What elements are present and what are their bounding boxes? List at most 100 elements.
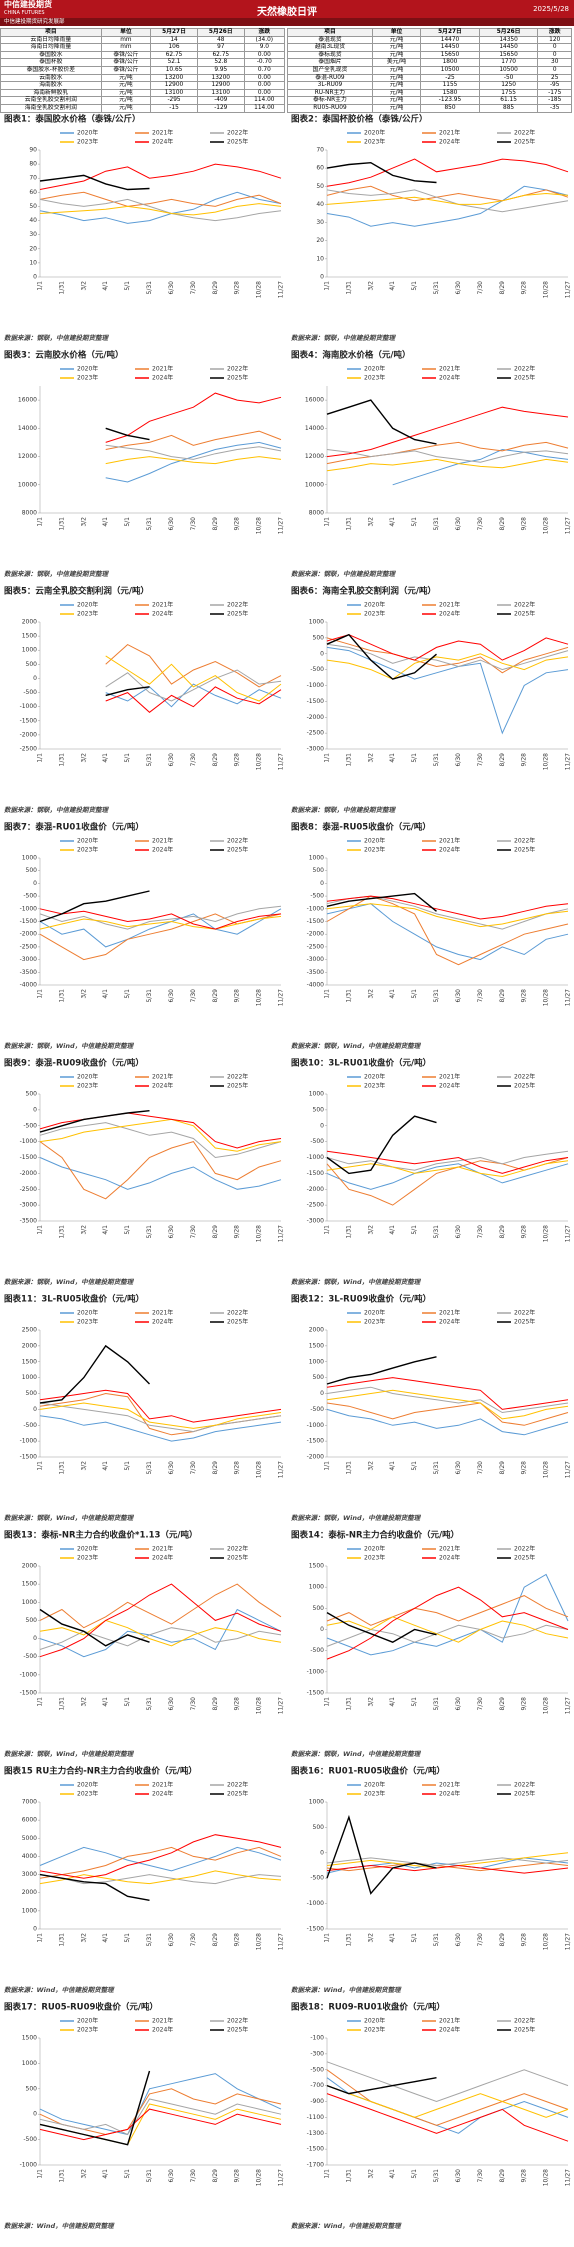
x-tick-label: 1/1: [37, 1697, 44, 1707]
x-tick-label: 10/28: [256, 281, 263, 298]
y-tick-label: -500: [23, 689, 37, 696]
series-line: [105, 683, 282, 708]
chart-title: 图表14：泰标-NR主力合约收盘价（元/吨）: [291, 1530, 459, 1541]
x-tick-label: 11/27: [278, 517, 285, 534]
legend-label: 2022年: [514, 1781, 535, 1789]
table-cell: 海南全乳胶交割利润: [0, 103, 102, 113]
x-tick-label: 4/1: [389, 989, 396, 999]
table-cell: 泰铢/公斤: [100, 65, 152, 75]
y-tick-label: 500: [26, 1091, 38, 1098]
legend-label: 2023年: [364, 1318, 385, 1326]
x-tick-label: 8/29: [499, 1225, 506, 1239]
table-cell: 25: [537, 73, 572, 83]
y-tick-label: 1500: [309, 1563, 324, 1570]
series-line: [39, 1415, 282, 1442]
legend-label: 2024年: [439, 1790, 460, 1798]
table-cell: -95: [537, 81, 572, 90]
y-tick-label: -3500: [307, 969, 325, 976]
y-tick-label: 50: [29, 203, 37, 210]
x-tick-label: 9/28: [521, 1697, 528, 1711]
x-tick-label: 9/28: [521, 281, 528, 295]
series-line: [326, 653, 569, 680]
y-tick-label: -1500: [307, 1170, 325, 1177]
x-tick-label: 3/2: [80, 1225, 87, 1235]
y-tick-label: -500: [310, 2066, 324, 2073]
table-row: 泰混-RU09 元/吨 -25 -50 25: [287, 73, 572, 83]
legend-label: 2023年: [364, 1790, 385, 1798]
y-tick-label: 80: [29, 161, 37, 168]
x-tick-label: 3/2: [367, 753, 374, 763]
table-cell: 元/吨: [371, 50, 422, 60]
y-tick-label: 1000: [22, 647, 37, 654]
series-line: [39, 163, 282, 190]
y-tick-label: -1000: [20, 2162, 38, 2169]
y-tick-label: 1000: [309, 1584, 324, 1591]
x-tick-label: 1/1: [37, 1225, 44, 1235]
y-tick-label: 6000: [22, 1817, 37, 1824]
x-tick-label: 4/1: [389, 1933, 396, 1943]
series-line: [105, 643, 282, 688]
series-line: [326, 406, 569, 458]
series-line: [326, 1356, 437, 1385]
series-line: [105, 669, 282, 702]
legend-label: 2025年: [227, 2026, 248, 2034]
legend-label: 2020年: [77, 1309, 98, 1317]
y-tick-label: 1500: [22, 633, 37, 640]
y-tick-label: -2500: [307, 943, 325, 950]
x-tick-label: 8/29: [212, 1225, 219, 1239]
table-row: 泰国烟片 美元/吨 1800 1770 30: [287, 58, 572, 67]
y-tick-label: 1000: [309, 1799, 324, 1806]
chart-title: 图表4：海南胶水价格（元/吨）: [291, 350, 411, 361]
y-tick-label: -2000: [307, 931, 325, 938]
table-cell: -35: [537, 103, 572, 113]
x-tick-label: 10/28: [256, 2169, 263, 2186]
x-tick-label: 5/31: [146, 1933, 153, 1947]
x-tick-label: 5/31: [433, 753, 440, 767]
legend-label: 2025年: [514, 610, 535, 618]
table-cell: 1580: [420, 88, 480, 98]
x-tick-label: 6/30: [168, 1697, 175, 1711]
x-tick-label: 8/29: [499, 517, 506, 531]
y-tick-label: 0: [320, 1626, 324, 1633]
x-tick-label: 5/31: [146, 989, 153, 1003]
series-line: [105, 427, 150, 441]
table-row: 海南胶水 元/吨 12900 12900 0.00: [0, 81, 286, 90]
legend-label: 2022年: [227, 365, 248, 373]
series-line: [326, 633, 437, 680]
x-tick-label: 8/29: [499, 1461, 506, 1475]
series-line: [326, 458, 569, 472]
table-cell: 元/吨: [100, 88, 152, 98]
x-tick-label: 5/1: [124, 989, 131, 999]
x-tick-label: 6/30: [168, 1225, 175, 1239]
series-line: [326, 161, 437, 184]
series-line: [326, 1150, 569, 1174]
y-tick-label: 500: [313, 1824, 325, 1831]
legend-label: 2022年: [227, 601, 248, 609]
x-tick-label: 1/31: [58, 281, 65, 295]
legend-label: 2021年: [152, 1545, 173, 1553]
table-cell: 0: [537, 65, 572, 75]
table-cell: 12900: [150, 81, 198, 90]
y-tick-label: -500: [310, 1406, 324, 1413]
y-tick-label: 30: [316, 219, 324, 226]
x-tick-label: 9/28: [234, 1933, 241, 1947]
y-tick-label: 1000: [22, 2060, 37, 2067]
x-tick-label: 1/1: [37, 1461, 44, 1471]
x-tick-label: 3/2: [367, 2169, 374, 2179]
y-tick-label: 5000: [22, 1835, 37, 1842]
series-line: [105, 456, 282, 465]
x-tick-label: 11/27: [278, 1697, 285, 1714]
legend-label: 2022年: [514, 1309, 535, 1317]
table-cell: -185: [537, 96, 572, 105]
chart-title: 图表2：泰国杯胶价格（泰铢/公斤）: [291, 114, 428, 125]
x-tick-label: 9/28: [521, 1933, 528, 1947]
legend-label: 2021年: [152, 2017, 173, 2025]
x-tick-label: 10/28: [543, 989, 550, 1006]
series-line: [39, 1846, 282, 1879]
y-tick-label: -4000: [20, 982, 38, 989]
table-cell: 泰铢/公斤: [100, 58, 152, 67]
series-line: [39, 908, 282, 930]
x-tick-label: 4/1: [102, 281, 109, 291]
data-source: 数据来源：钢联，Wind，中信建投期货整理: [4, 1750, 135, 1758]
x-tick-label: 6/30: [455, 753, 462, 767]
